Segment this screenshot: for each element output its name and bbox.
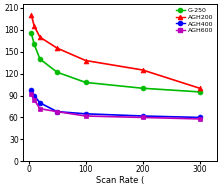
X-axis label: Scan Rate (: Scan Rate ( xyxy=(96,176,144,185)
Legend: G-250, AGH200, AGH400, AGH600: G-250, AGH200, AGH400, AGH600 xyxy=(174,6,215,35)
